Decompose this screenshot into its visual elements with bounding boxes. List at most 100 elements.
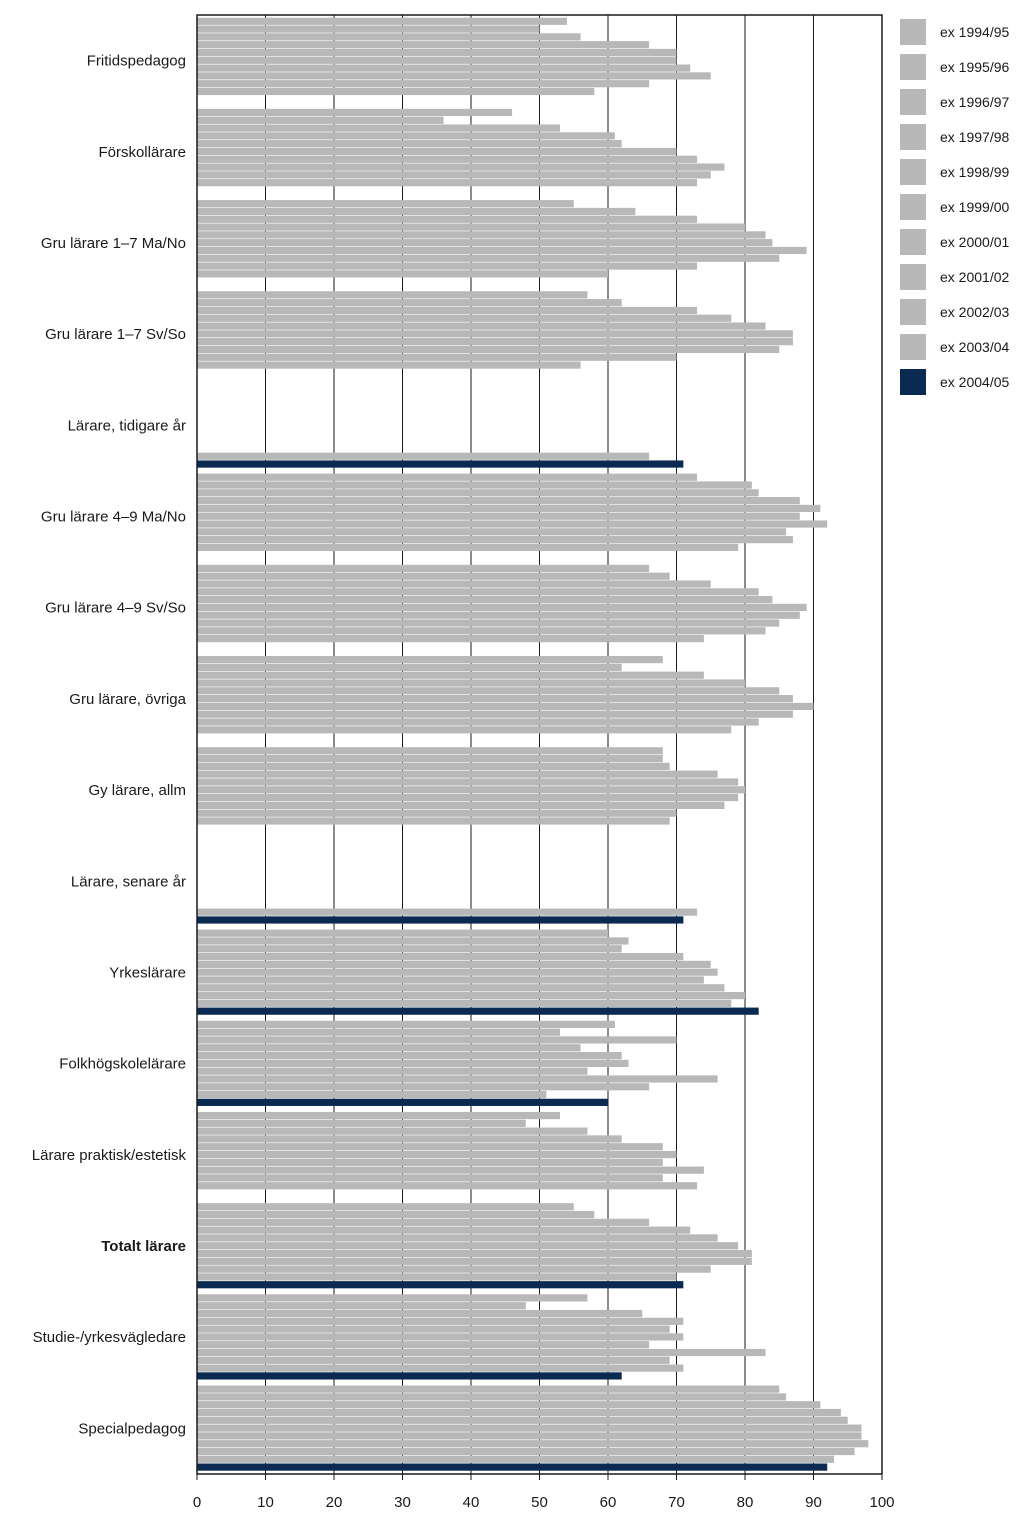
bar (197, 179, 698, 187)
bar (197, 520, 828, 528)
category-label: Studie-/yrkesvägledare (33, 1329, 186, 1346)
bar (197, 108, 513, 117)
bar (197, 1111, 561, 1120)
category-label: Lärare praktisk/estetisk (32, 1147, 187, 1164)
legend-swatch (900, 123, 926, 150)
bar (197, 786, 745, 794)
bar (197, 726, 732, 734)
category-label: Gru lärare 1–7 Sv/So (45, 326, 186, 343)
bar (197, 543, 739, 552)
bar (197, 793, 739, 802)
bar (197, 619, 780, 627)
x-tick-label-0: 0 (193, 1494, 201, 1511)
bar (197, 481, 752, 489)
category-label: Gru lärare 4–9 Ma/No (41, 509, 186, 526)
legend-item: ex 1996/97 (900, 84, 1009, 119)
bar (197, 1150, 677, 1159)
bar (197, 1182, 698, 1190)
bar (197, 1401, 821, 1409)
bar (197, 200, 574, 208)
bar (197, 1143, 663, 1151)
bar (197, 1226, 691, 1234)
legend-swatch (900, 263, 926, 290)
x-tick-label-40: 40 (463, 1494, 480, 1511)
category-label: Lärare, senare år (71, 873, 186, 890)
bar (197, 299, 622, 307)
bar (197, 25, 540, 33)
bar (197, 1273, 677, 1281)
x-tick-label-50: 50 (531, 1494, 548, 1511)
bar (197, 1127, 588, 1135)
bar (197, 489, 759, 497)
bar (197, 679, 745, 687)
bar (197, 504, 821, 513)
bar (197, 1309, 643, 1318)
bar (197, 710, 793, 718)
bar (197, 1007, 759, 1015)
bar (197, 663, 622, 672)
bar (197, 1174, 663, 1182)
legend-label: ex 2000/01 (940, 233, 1010, 250)
bar (197, 929, 608, 937)
bar (197, 611, 800, 619)
category-label: Specialpedagog (78, 1420, 186, 1437)
bar (197, 687, 780, 695)
legend-item: ex 1995/96 (900, 49, 1009, 84)
category-label: Gy lärare, allm (88, 782, 186, 799)
bar (197, 1257, 752, 1265)
bar (197, 207, 636, 216)
category-label: Gru lärare 4–9 Sv/So (45, 600, 186, 617)
bar (197, 512, 800, 520)
bar (197, 1119, 526, 1127)
bar (197, 718, 759, 726)
bar (197, 17, 567, 25)
bar (197, 345, 780, 354)
bar (197, 1090, 547, 1099)
bar (197, 41, 650, 49)
bar (197, 747, 663, 755)
bar (197, 1348, 766, 1357)
bar (197, 1234, 718, 1242)
bar (197, 1356, 670, 1364)
x-tick-label-100: 100 (869, 1494, 894, 1511)
legend-label: ex 1998/99 (940, 163, 1010, 180)
bar (197, 1440, 869, 1448)
bar (197, 1333, 684, 1341)
bar (197, 588, 759, 596)
bar (197, 627, 766, 635)
bar (197, 1432, 862, 1440)
legend-swatch (900, 53, 926, 80)
bar (197, 1218, 650, 1226)
legend-item: ex 1997/98 (900, 119, 1009, 154)
bar (197, 239, 773, 247)
bar (197, 246, 807, 255)
bar (197, 778, 739, 786)
bar (197, 635, 704, 643)
bar (197, 916, 684, 924)
axes (196, 14, 883, 1480)
legend-swatch (900, 88, 926, 115)
legend-swatch (900, 333, 926, 360)
bar (197, 695, 793, 703)
x-tick-label-10: 10 (257, 1494, 274, 1511)
bar (197, 976, 704, 984)
x-tick-labels: 0 10 20 30 40 50 60 70 80 90 100 (193, 1494, 895, 1511)
legend-label: ex 2004/05 (940, 373, 1010, 390)
legend-label: ex 1996/97 (940, 93, 1010, 110)
bar (197, 1372, 622, 1380)
bar (197, 528, 787, 536)
bar (197, 330, 793, 338)
bar (197, 215, 698, 223)
x-tick-label-30: 30 (394, 1494, 411, 1511)
bar (197, 671, 704, 679)
bar (197, 452, 650, 460)
legend-item: ex 1994/95 (900, 14, 1009, 49)
bar (197, 991, 745, 1000)
legend-label: ex 2003/04 (940, 338, 1010, 355)
bar (197, 1242, 739, 1250)
bar (197, 155, 698, 163)
bar (197, 147, 677, 156)
x-tick-label-70: 70 (668, 1494, 685, 1511)
bar (197, 945, 622, 953)
bar (197, 72, 711, 80)
